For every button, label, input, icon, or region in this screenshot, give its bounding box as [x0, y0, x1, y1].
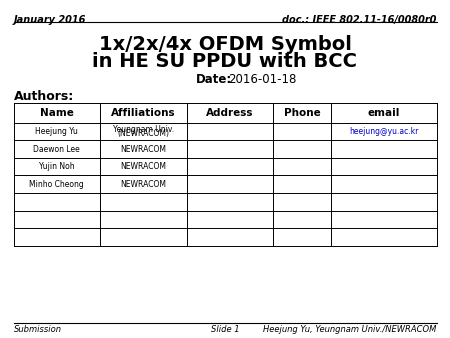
Text: NEWRACOM: NEWRACOM — [120, 145, 166, 153]
Text: Heejung Yu, Yeungnam Univ./NEWRACOM: Heejung Yu, Yeungnam Univ./NEWRACOM — [263, 325, 436, 334]
Text: heejung@yu.ac.kr: heejung@yu.ac.kr — [349, 127, 418, 136]
Text: Yujin Noh: Yujin Noh — [39, 162, 75, 171]
Text: (NEWRACOM): (NEWRACOM) — [117, 129, 169, 138]
Text: Minho Cheong: Minho Cheong — [29, 180, 84, 189]
Text: January 2016: January 2016 — [14, 15, 86, 25]
Text: Slide 1: Slide 1 — [211, 325, 239, 334]
Text: 2016-01-18: 2016-01-18 — [229, 73, 297, 86]
Text: email: email — [368, 108, 400, 118]
Text: Heejung Yu: Heejung Yu — [35, 127, 78, 136]
Text: Name: Name — [40, 108, 74, 118]
Text: NEWRACOM: NEWRACOM — [120, 162, 166, 171]
Text: Affiliations: Affiliations — [111, 108, 176, 118]
Text: Yeungnam Univ.: Yeungnam Univ. — [112, 125, 174, 134]
Text: Date:: Date: — [196, 73, 232, 86]
Text: NEWRACOM: NEWRACOM — [120, 180, 166, 189]
Text: in HE SU PPDU with BCC: in HE SU PPDU with BCC — [93, 52, 357, 71]
Text: Address: Address — [206, 108, 253, 118]
Text: Submission: Submission — [14, 325, 62, 334]
Text: doc.: IEEE 802.11-16/0080r0: doc.: IEEE 802.11-16/0080r0 — [282, 15, 436, 25]
Text: Phone: Phone — [284, 108, 320, 118]
Text: Authors:: Authors: — [14, 90, 74, 102]
Text: Daewon Lee: Daewon Lee — [33, 145, 80, 153]
Text: 1x/2x/4x OFDM Symbol: 1x/2x/4x OFDM Symbol — [99, 35, 351, 54]
